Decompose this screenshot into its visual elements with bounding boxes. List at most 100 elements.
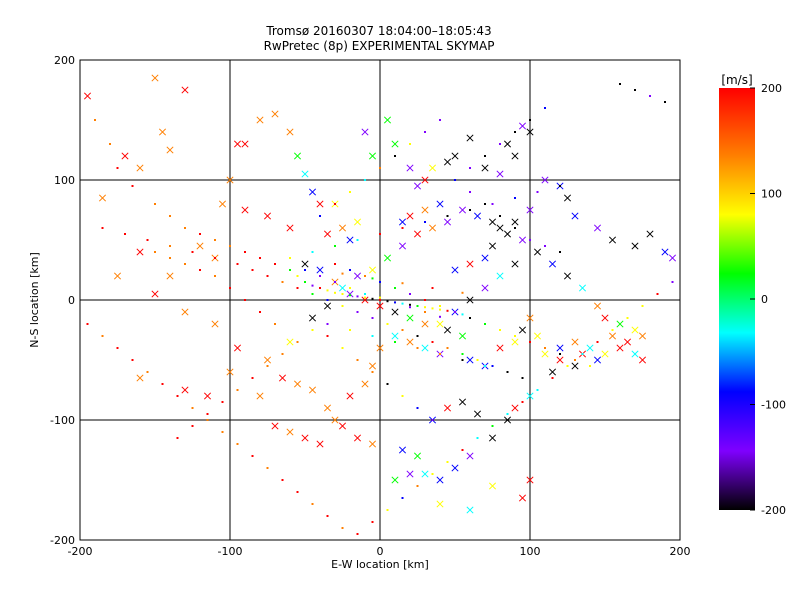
marker-x [383, 254, 392, 262]
marker-x [466, 452, 474, 460]
y-tick-label: 100 [54, 174, 75, 187]
marker-dot [551, 377, 554, 379]
marker-x [256, 116, 264, 124]
marker-dot [416, 347, 419, 349]
marker-dot [266, 275, 269, 277]
marker-dot [379, 296, 381, 299]
marker-x [571, 338, 579, 346]
marker-dot [131, 359, 134, 361]
marker-x [166, 272, 174, 280]
marker-x [421, 470, 429, 478]
marker-dot [319, 215, 321, 217]
marker-x [601, 350, 609, 358]
marker-dot [394, 341, 396, 343]
marker-dot [379, 233, 381, 235]
marker-dot [446, 347, 449, 349]
marker-x [428, 224, 437, 232]
marker-x [526, 476, 534, 484]
marker-x [181, 86, 189, 94]
marker-x [481, 284, 489, 292]
marker-dot [469, 191, 471, 193]
marker-x [451, 266, 459, 274]
marker-dot [431, 307, 434, 310]
marker-dot [424, 221, 426, 223]
marker-x [466, 134, 474, 142]
marker-x [241, 140, 249, 148]
marker-x [368, 362, 377, 370]
marker-dot [311, 251, 314, 253]
marker-x [541, 350, 549, 358]
marker-x [346, 236, 354, 244]
marker-x [151, 290, 159, 298]
marker-dot [461, 313, 464, 316]
marker-dot [476, 437, 479, 439]
marker-x [421, 344, 429, 352]
marker-dot [259, 311, 261, 313]
marker-dot [431, 473, 434, 475]
marker-dot [461, 359, 464, 361]
marker-dot [409, 143, 411, 145]
marker-dot [409, 306, 411, 309]
marker-dot [379, 281, 381, 283]
marker-dot [289, 269, 291, 271]
marker-x [413, 230, 422, 238]
marker-x [466, 356, 474, 364]
marker-dot [529, 119, 531, 121]
marker-dot [439, 308, 441, 311]
marker-x [593, 356, 602, 364]
marker-dot [326, 323, 329, 325]
marker-dot [176, 437, 179, 439]
marker-dot [394, 287, 396, 289]
chart-subtitle: RwPretec (8p) EXPERIMENTAL SKYMAP [264, 39, 495, 53]
marker-dot [424, 299, 426, 301]
marker-dot [371, 335, 374, 337]
marker-x [301, 434, 309, 442]
marker-x [496, 344, 504, 352]
marker-dot [364, 275, 366, 277]
marker-dot [349, 287, 351, 289]
marker-dot [169, 245, 171, 247]
marker-dot [356, 239, 359, 241]
x-tick-label: 200 [670, 545, 691, 558]
marker-dot [371, 317, 374, 319]
marker-dot [559, 185, 561, 187]
marker-dot [311, 503, 314, 505]
marker-x [263, 356, 272, 364]
colorbar-ticks: 200 100 0 -100 -200 [750, 82, 786, 517]
marker-x [473, 212, 482, 220]
marker-dot [296, 287, 299, 289]
marker-dot [656, 293, 659, 295]
marker-dot [401, 282, 404, 285]
marker-x [443, 218, 452, 226]
marker-dot [326, 289, 329, 292]
marker-dot [371, 521, 374, 523]
marker-dot [649, 95, 651, 97]
marker-dot [169, 257, 171, 259]
marker-dot [514, 197, 516, 199]
marker-x [398, 218, 407, 226]
marker-dot [529, 239, 531, 241]
marker-x [443, 404, 452, 412]
marker-x [361, 128, 369, 136]
marker-x [496, 272, 504, 280]
marker-dot [364, 293, 366, 295]
marker-dot [101, 335, 104, 337]
marker-x [466, 506, 474, 514]
marker-dot [236, 443, 239, 445]
marker-dot [281, 479, 284, 481]
marker-x [586, 344, 594, 352]
marker-dot [184, 263, 186, 265]
marker-dot [446, 461, 449, 463]
marker-x [533, 248, 542, 256]
marker-x [136, 164, 144, 172]
marker-dot [214, 239, 216, 241]
marker-dot [206, 419, 209, 421]
marker-dot [191, 425, 194, 427]
colorbar [719, 88, 755, 510]
marker-x [473, 410, 482, 418]
marker-x [563, 272, 572, 280]
marker-dot [499, 215, 501, 217]
marker-x [383, 116, 392, 124]
marker-x [361, 380, 369, 388]
marker-dot [386, 383, 389, 385]
